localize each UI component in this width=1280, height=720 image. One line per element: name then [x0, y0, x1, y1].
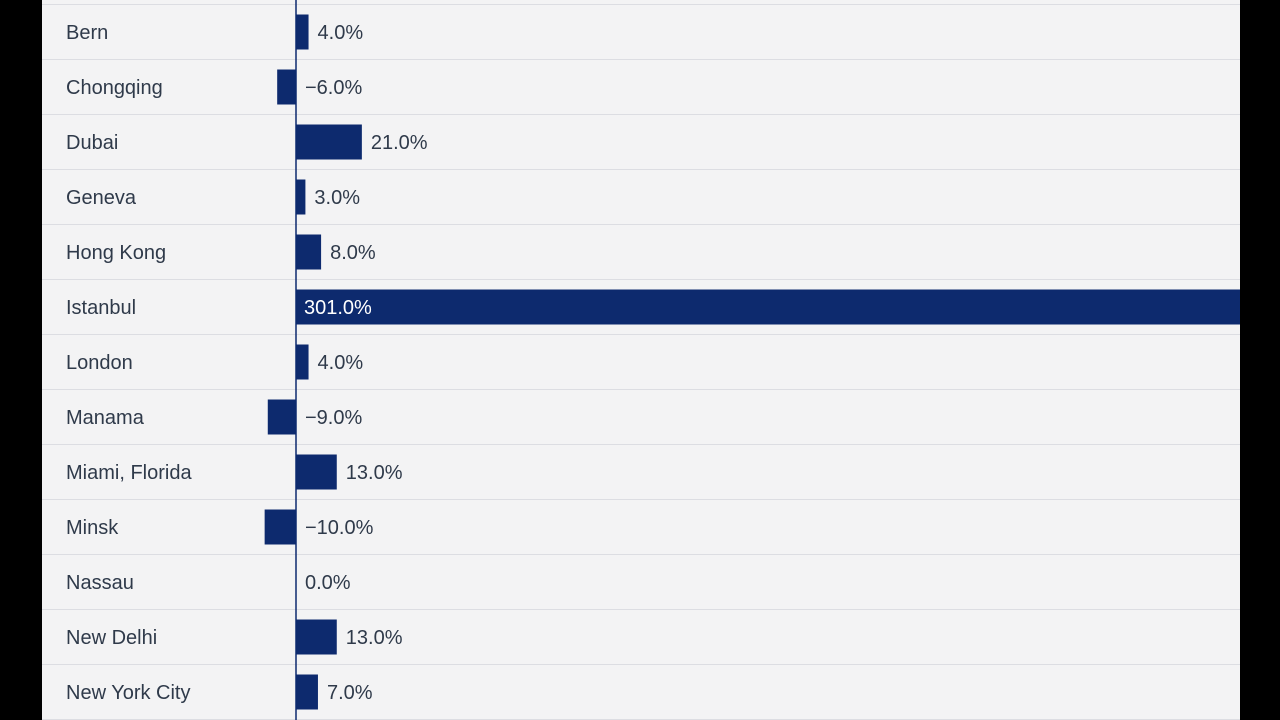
category-label: Minsk	[66, 517, 119, 539]
value-label: −6.0%	[305, 77, 362, 99]
bar	[296, 14, 309, 50]
category-label: New York City	[66, 682, 191, 704]
bar	[264, 509, 296, 545]
category-label: Chongqing	[66, 77, 163, 99]
bar	[267, 399, 296, 435]
value-label: 4.0%	[318, 22, 364, 44]
bar	[296, 179, 306, 215]
bar	[296, 289, 1240, 325]
bar	[296, 454, 337, 490]
value-label: 13.0%	[346, 627, 403, 649]
value-label: 8.0%	[330, 242, 376, 264]
category-label: Geneva	[66, 187, 137, 209]
category-label: London	[66, 352, 133, 374]
bar	[296, 234, 322, 270]
chart-panel: Bern 4.0% Chongqing −6.0% Dubai 21.0% Geneva 3.…	[42, 0, 1240, 720]
category-label: Miami, Florida	[66, 462, 192, 484]
bar	[296, 674, 318, 710]
bar	[277, 69, 296, 105]
bar	[296, 344, 309, 380]
category-label: Istanbul	[66, 297, 136, 319]
bar	[296, 619, 337, 655]
bar	[296, 124, 362, 160]
category-label: Manama	[66, 407, 145, 429]
category-label: New Delhi	[66, 627, 157, 649]
value-label: 7.0%	[327, 682, 373, 704]
value-label: −9.0%	[305, 407, 362, 429]
value-label: 0.0%	[305, 572, 351, 594]
value-label: 21.0%	[371, 132, 428, 154]
value-label: 4.0%	[318, 352, 364, 374]
category-label: Bern	[66, 22, 108, 44]
category-label: Dubai	[66, 132, 118, 154]
value-label: 3.0%	[314, 187, 360, 209]
value-label: 301.0%	[304, 297, 372, 319]
value-label: −10.0%	[305, 517, 374, 539]
category-label: Hong Kong	[66, 242, 166, 264]
value-label: 13.0%	[346, 462, 403, 484]
bar-chart: Bern 4.0% Chongqing −6.0% Dubai 21.0% Geneva 3.…	[42, 0, 1240, 720]
category-label: Nassau	[66, 572, 134, 594]
